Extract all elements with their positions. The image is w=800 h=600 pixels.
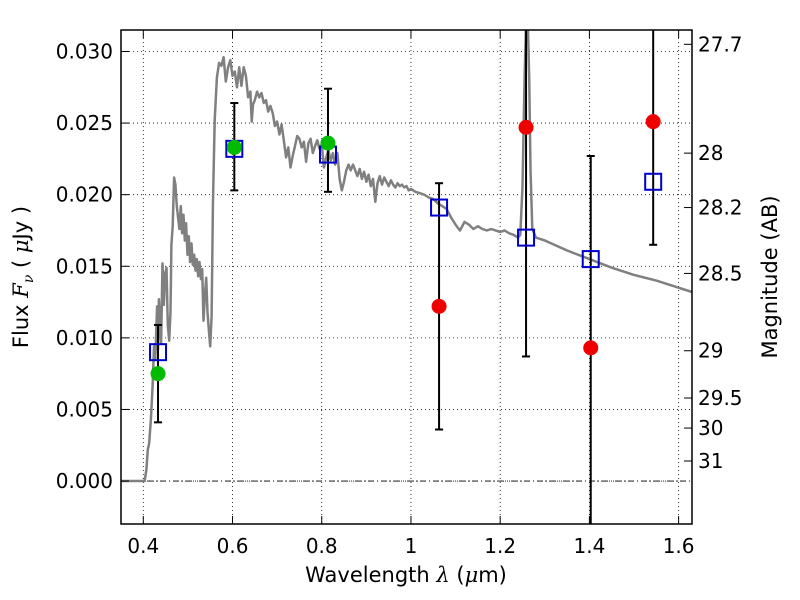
model-photometry-square	[517, 228, 536, 247]
non-detection-point	[645, 114, 661, 130]
non-detection-point	[583, 340, 599, 356]
series-layer	[121, 30, 692, 483]
sed-model-line	[121, 30, 692, 483]
model-photometry-square	[149, 343, 168, 362]
model-photometry-square	[581, 250, 600, 269]
y-tick-label: 0.025	[56, 111, 113, 135]
y-tick-labels: 0.000 0.005 0.010 0.015 0.020 0.025 0.030	[56, 39, 113, 493]
x-tick-labels: 0.4 0.6 0.8 1 1.2 1.4 1.6	[127, 534, 694, 558]
magnitude-tick-label: 28.2	[698, 196, 743, 220]
model-photometry-square	[644, 172, 663, 191]
magnitude-tick-label: 30	[698, 416, 723, 440]
x-tick-label: 0.6	[217, 534, 249, 558]
non-detection-point	[431, 298, 447, 314]
ticks	[121, 30, 692, 524]
x-axis-label: Wavelength λ (μm)	[305, 563, 507, 587]
y-tick-label: 0.000	[56, 469, 113, 493]
x-tick-label: 1.2	[484, 534, 516, 558]
detection-point	[226, 139, 242, 155]
detection-point	[150, 366, 166, 382]
x-tick-label: 0.8	[306, 534, 338, 558]
y-tick-label: 0.015	[56, 254, 113, 278]
magnitude-tick-label: 27.7	[698, 32, 743, 56]
y-tick-label: 0.010	[56, 326, 113, 350]
detection-point	[320, 135, 336, 151]
magnitude-tick-labels: 27.7 28 28.2 28.5 29 29.5 30 31	[698, 32, 743, 473]
x-tick-label: 1.4	[573, 534, 605, 558]
y-tick-label: 0.030	[56, 39, 113, 63]
magnitude-tick-label: 28	[698, 141, 723, 165]
magnitude-tick-label: 28.5	[698, 261, 743, 285]
y-tick-label: 0.005	[56, 397, 113, 421]
x-tick-label: 0.4	[127, 534, 159, 558]
plot-frame	[120, 29, 693, 525]
y-tick-label: 0.020	[56, 183, 113, 207]
magnitude-tick-label: 29	[698, 339, 723, 363]
model-photometry-square	[430, 198, 449, 217]
y-axis-label: Flux Fν ( μJy )	[9, 206, 37, 348]
x-tick-label: 1.6	[663, 534, 695, 558]
magnitude-tick-label: 31	[698, 449, 723, 473]
non-detection-point	[518, 119, 534, 135]
x-tick-label: 1	[405, 534, 418, 558]
markers	[149, 114, 663, 382]
magnitude-tick-label: 29.5	[698, 386, 743, 410]
y2-axis-label: Magnitude (AB)	[758, 195, 782, 358]
